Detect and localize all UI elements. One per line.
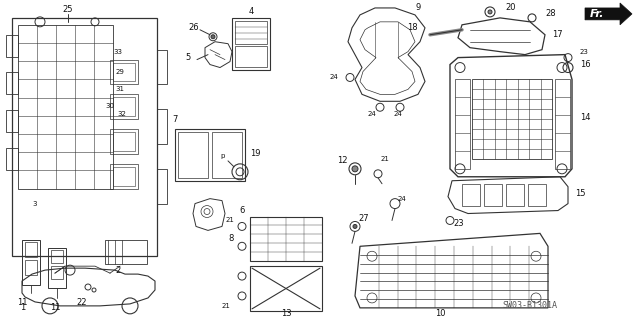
Text: 11: 11 bbox=[17, 298, 28, 308]
Bar bbox=[25, 260, 37, 275]
Text: 3: 3 bbox=[33, 201, 37, 207]
Text: 33: 33 bbox=[113, 48, 122, 55]
Text: 10: 10 bbox=[435, 309, 445, 318]
Bar bbox=[506, 184, 524, 205]
Text: 18: 18 bbox=[408, 23, 418, 32]
Bar bbox=[113, 167, 135, 186]
Bar bbox=[22, 240, 40, 285]
Text: 7: 7 bbox=[172, 115, 177, 124]
Text: 32: 32 bbox=[118, 111, 127, 117]
Text: 11: 11 bbox=[50, 303, 60, 312]
Text: 21: 21 bbox=[381, 156, 389, 162]
Text: 4: 4 bbox=[248, 7, 253, 16]
Text: 23: 23 bbox=[453, 219, 463, 228]
Text: 20: 20 bbox=[505, 4, 515, 12]
Text: 24: 24 bbox=[394, 111, 403, 117]
Text: 30: 30 bbox=[106, 103, 115, 109]
Bar bbox=[235, 21, 267, 44]
Text: 23: 23 bbox=[580, 48, 589, 55]
Text: 17: 17 bbox=[552, 30, 563, 39]
Text: 14: 14 bbox=[580, 113, 591, 122]
Circle shape bbox=[211, 35, 215, 39]
Text: 25: 25 bbox=[63, 5, 73, 14]
Bar bbox=[472, 79, 552, 159]
Text: 27: 27 bbox=[358, 214, 369, 223]
Text: 24: 24 bbox=[367, 111, 376, 117]
Circle shape bbox=[353, 225, 357, 228]
Bar bbox=[105, 240, 147, 264]
Bar bbox=[113, 97, 135, 116]
Bar bbox=[6, 72, 18, 94]
Bar bbox=[12, 18, 157, 256]
Text: Fr.: Fr. bbox=[590, 9, 605, 19]
Text: 12: 12 bbox=[337, 156, 348, 165]
Bar bbox=[110, 94, 138, 119]
Text: 13: 13 bbox=[281, 309, 291, 318]
Text: 28: 28 bbox=[545, 9, 556, 19]
Text: 19: 19 bbox=[250, 149, 260, 159]
Bar bbox=[6, 110, 18, 132]
Text: 15: 15 bbox=[575, 189, 586, 198]
Bar bbox=[232, 18, 270, 70]
Text: 16: 16 bbox=[580, 60, 591, 69]
Text: 21: 21 bbox=[225, 218, 234, 224]
Circle shape bbox=[352, 166, 358, 172]
Text: 5: 5 bbox=[185, 53, 190, 62]
Bar bbox=[235, 46, 267, 67]
Text: 29: 29 bbox=[116, 69, 124, 75]
Bar bbox=[555, 79, 570, 169]
Bar bbox=[178, 132, 208, 178]
Text: 31: 31 bbox=[115, 86, 125, 93]
Text: 21: 21 bbox=[221, 303, 230, 309]
Text: 8: 8 bbox=[228, 234, 234, 243]
Bar bbox=[250, 266, 322, 311]
Bar bbox=[18, 25, 113, 189]
Bar bbox=[157, 169, 167, 204]
Text: SW03-B1301A: SW03-B1301A bbox=[502, 301, 557, 310]
Bar bbox=[110, 164, 138, 189]
Bar bbox=[528, 184, 546, 205]
Bar bbox=[48, 248, 66, 288]
Bar bbox=[25, 242, 37, 257]
Text: 9: 9 bbox=[415, 4, 420, 12]
Bar bbox=[157, 50, 167, 85]
Bar bbox=[462, 184, 480, 205]
Text: 24: 24 bbox=[329, 74, 338, 80]
Bar bbox=[250, 217, 322, 261]
Bar bbox=[51, 266, 63, 279]
Text: 2: 2 bbox=[115, 266, 120, 275]
Bar bbox=[51, 250, 63, 263]
Bar bbox=[157, 109, 167, 144]
Bar bbox=[212, 132, 242, 178]
Text: 22: 22 bbox=[77, 298, 87, 308]
Circle shape bbox=[488, 10, 492, 14]
Bar bbox=[113, 63, 135, 81]
Text: p: p bbox=[221, 153, 225, 159]
Polygon shape bbox=[585, 3, 632, 25]
Bar bbox=[6, 148, 18, 170]
Bar bbox=[455, 79, 470, 169]
Text: 24: 24 bbox=[397, 196, 406, 202]
Text: 26: 26 bbox=[188, 23, 198, 32]
Bar bbox=[110, 60, 138, 85]
Bar bbox=[110, 129, 138, 154]
Bar bbox=[113, 132, 135, 151]
Bar bbox=[175, 129, 245, 181]
Text: 6: 6 bbox=[239, 206, 245, 215]
Text: 1: 1 bbox=[20, 303, 25, 312]
Bar bbox=[484, 184, 502, 205]
Bar bbox=[6, 35, 18, 56]
